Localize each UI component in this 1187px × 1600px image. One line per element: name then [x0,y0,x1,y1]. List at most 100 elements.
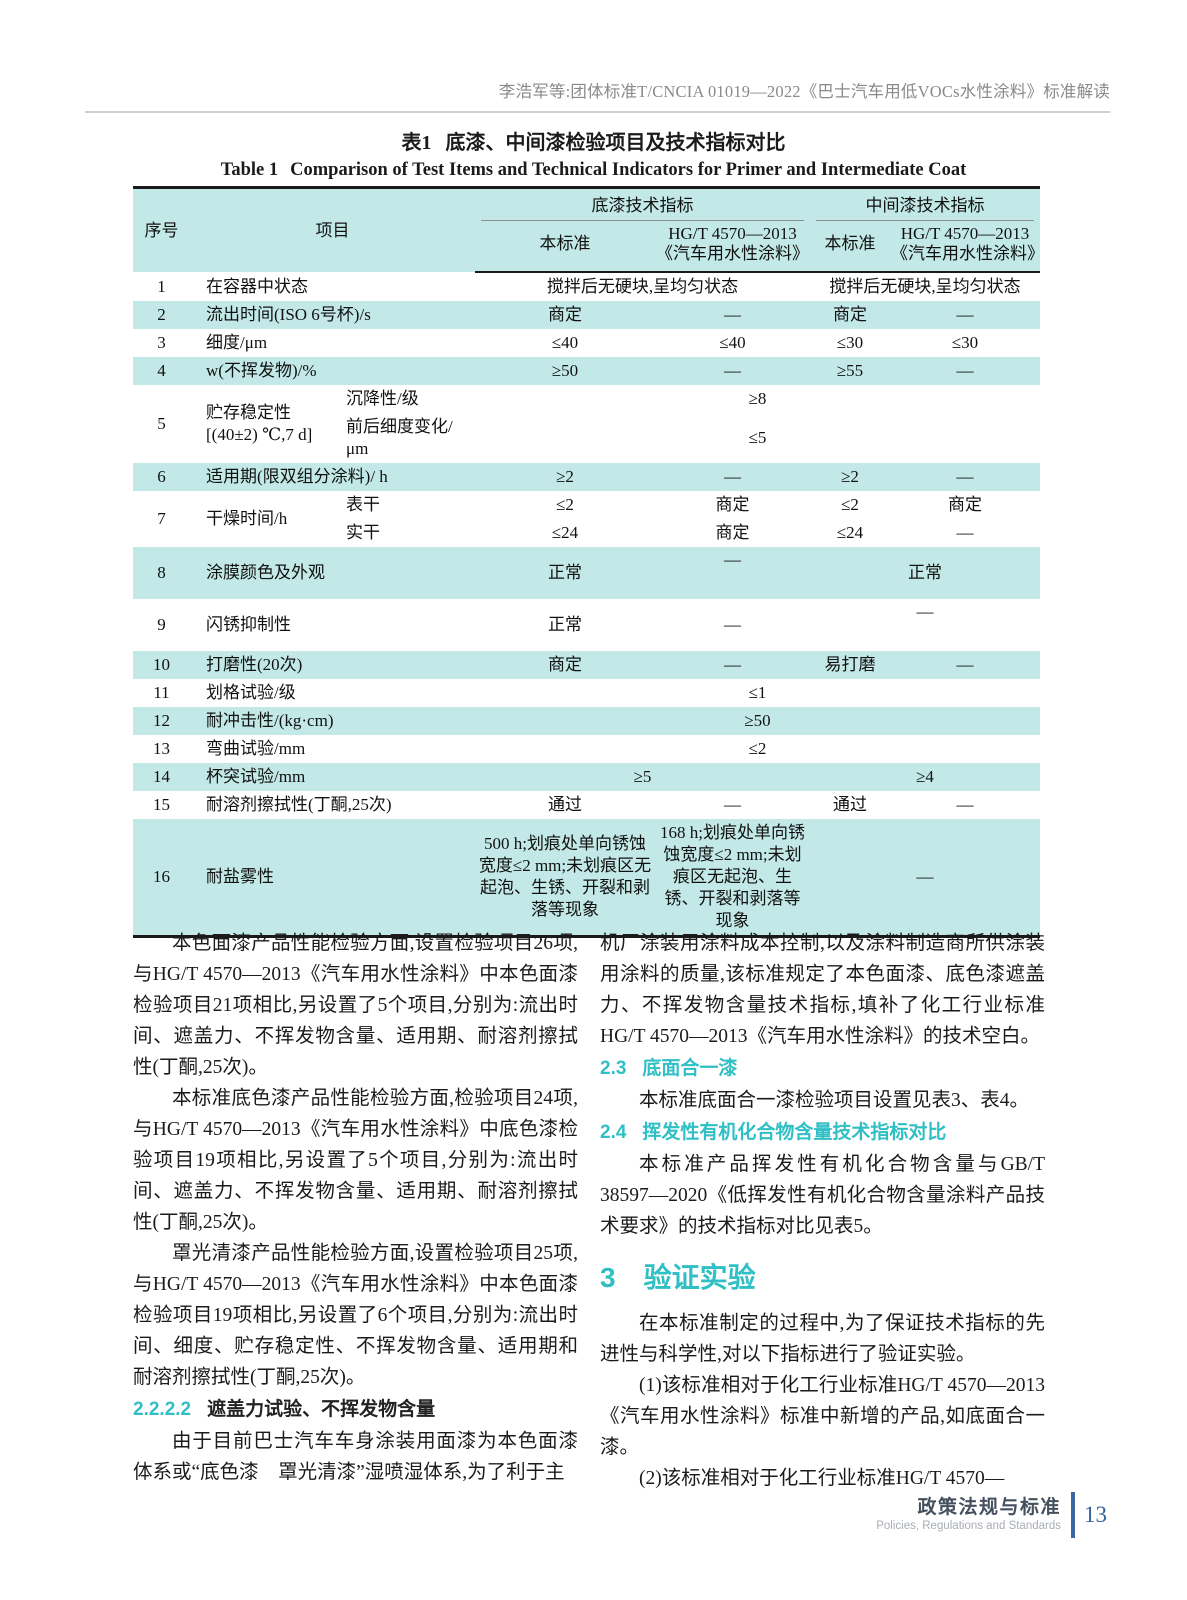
table-row: 3 细度/μm ≤40 ≤40 ≤30 ≤30 [133,329,1040,357]
table-cell: — [724,795,741,814]
comparison-table-wrap: 序号 项目 底漆技术指标 中间漆技术指标 本标准 HG/T 4570—2013《… [133,186,1044,938]
table-cell: ≤40 [551,333,579,352]
table-cell: 14 [153,767,170,786]
table-cell: 3 [157,333,166,352]
footer-section-labels: 政策法规与标准 Policies, Regulations and Standa… [876,1497,1061,1534]
table-cell: 15 [153,795,170,814]
col-header-this-standard-intermediate: 本标准 [810,221,890,273]
section-number: 2.3 [600,1058,627,1079]
table-body: 1 在容器中状态 搅拌后无硬块,呈均匀状态 搅拌后无硬块,呈均匀状态 2 流出时间(ISO… [133,272,1040,937]
table-cell: ≥2 [556,467,574,486]
table-row: 2 流出时间(ISO 6号杯)/s 商定 — 商定 — [133,301,1040,329]
table-cell: 耐溶剂擦拭性(丁酮,25次) [206,795,392,814]
table-cell: ≤40 [719,333,746,352]
table-cell: 商定 [548,305,582,324]
table-cell: — [724,615,741,634]
table-cell: 在容器中状态 [206,276,308,296]
table-cell: 涂膜颜色及外观 [206,563,325,582]
footer-divider-bar [1071,1492,1075,1538]
paragraph: 本标准底面合一漆检验项目设置见表3、表4。 [639,1090,1030,1111]
table-cell: 2 [157,305,166,324]
table-cell: — [956,467,974,486]
table-cell: — [916,602,934,621]
paragraph: 机厂涂装用涂料成本控制,以及涂料制造商所供涂装用涂料的质量,该标准规定了本色面漆… [600,933,1045,1047]
table-cell: — [956,305,974,324]
table-cell: 贮存稳定性 [(40±2) ℃,7 d] [206,403,313,444]
running-head: 李浩军等:团体标准T/CNCIA 01019—2022《巴士汽车用低VOCs水性… [85,78,1110,113]
table-row: 12 耐冲击性/(kg·cm) ≥50 [133,707,1040,735]
paragraph: (1)该标准相对于化工行业标准HG/T 4570—2013《汽车用水性涂料》标准… [600,1375,1045,1458]
table-title-en: Table 1 Comparison of Test Items and Tech… [0,157,1187,184]
table-row: 13 弯曲试验/mm ≤2 [133,735,1040,763]
section-title: 挥发性有机化合物含量技术指标对比 [642,1122,947,1143]
table-cell: 前后细度变化/μm [346,417,453,458]
article-column-left: 本色面漆产品性能检验方面,设置检验项目26项,与HG/T 4570—2013《汽… [133,928,578,1494]
table-head: 序号 项目 底漆技术指标 中间漆技术指标 本标准 HG/T 4570—2013《… [133,187,1044,273]
table-cell: ≥50 [551,361,579,380]
table-cell: 表干 [346,495,380,514]
table-cell: ≥8 [748,389,767,408]
table-cell: — [724,361,741,380]
table-cell: 通过 [833,795,867,814]
table-cell: 9 [157,615,166,634]
paragraph: 由于目前巴士汽车车身涂装用面漆为本色面漆体系或“底色漆 罩光清漆”湿喷湿体系,为… [133,1431,578,1483]
section-number: 2.2.2.2 [133,1399,192,1420]
table-cell: ≥50 [744,711,771,730]
table-cell: 闪锈抑制性 [206,615,291,634]
table-cell: 打磨性(20次) [206,655,303,674]
table-cell: 商定 [833,305,867,324]
table-cell: 耐盐雾性 [206,867,274,886]
table-cell: ≥4 [916,767,934,786]
table-row: 8 涂膜颜色及外观 正常 — 正常 [133,547,1040,599]
section-number: 3 [600,1262,616,1293]
table-cell: 正常 [548,563,582,582]
table-cell: 商定 [715,495,750,514]
table-header-row-groups: 序号 项目 底漆技术指标 中间漆技术指标 [133,188,1040,240]
table-title-block: 表1 底漆、中间漆检验项目及技术指标对比 Table 1 Comparison of… [0,130,1187,184]
table-row: 10 打磨性(20次) 商定 — 易打磨 — [133,651,1040,679]
table-cell: 易打磨 [824,655,876,674]
table-number-zh: 表1 [401,132,432,154]
table-cell: ≥5 [633,767,652,786]
table-cell: 1 [157,276,166,296]
table-row: 15 耐溶剂擦拭性(丁酮,25次) 通过 — 通过 — [133,791,1040,819]
table-cell: 11 [153,683,170,702]
section-heading: 2.4 挥发性有机化合物含量技术指标对比 [600,1117,1045,1148]
table-cell: ≥55 [836,361,864,380]
table-title-zh-text: 底漆、中间漆检验项目及技术指标对比 [445,132,786,154]
table-cell: — [724,467,741,486]
table-title-zh: 表1 底漆、中间漆检验项目及技术指标对比 [0,130,1187,157]
paragraph: 在本标准制定的过程中,为了保证技术指标的先进性与科学性,对以下指标进行了验证实验… [600,1313,1045,1365]
table-row: 7 干燥时间/h 表干 ≤2 商定 ≤2 商定 [133,491,1040,528]
table-cell: — [916,867,934,886]
table-cell: ≤2 [556,495,574,514]
comparison-table: 序号 项目 底漆技术指标 中间漆技术指标 本标准 HG/T 4570—2013《… [133,186,1044,938]
col-group-intermediate: 中间漆技术指标 [810,188,1040,222]
table-cell: 4 [157,361,166,380]
article-column-right: 机厂涂装用涂料成本控制,以及涂料制造商所供涂装用涂料的质量,该标准规定了本色面漆… [600,928,1045,1494]
section-heading: 3 验证实验 [600,1259,1045,1297]
table-cell: 流出时间(ISO 6号杯)/s [206,305,371,324]
table-header-row-standards: 本标准 HG/T 4570—2013《汽车用水性涂料》 本标准 HG/T 457… [133,221,1044,273]
table-cell: 12 [153,711,170,730]
table-cell: 细度/μm [206,333,268,352]
table-cell: 10 [153,655,170,674]
table-cell: ≤2 [841,495,859,514]
article-body: 本色面漆产品性能检验方面,设置检验项目26项,与HG/T 4570—2013《汽… [133,928,1045,1494]
table-row: 1 在容器中状态 搅拌后无硬块,呈均匀状态 搅拌后无硬块,呈均匀状态 [133,272,1040,301]
table-cell: ≤24 [551,523,579,542]
table-row: 4 w(不挥发物)/% ≥50 — ≥55 — [133,357,1040,385]
table-cell: 杯突试验/mm [206,767,306,786]
table-cell: ≤30 [951,333,979,352]
col-group-primer: 底漆技术指标 [475,188,810,222]
col-header-no: 序号 [144,220,179,240]
section-heading: 2.2.2.2 遮盖力试验、不挥发物含量 [133,1394,578,1425]
table-cell: ≥2 [841,467,859,486]
table-row: 前后细度变化/μm ≤5 [133,413,1040,463]
table-cell: 正常 [548,615,582,634]
paragraph: (2)该标准相对于化工行业标准HG/T 4570— [639,1468,1005,1489]
table-row: 实干 ≤24 商定 ≤24 — [133,519,1040,547]
table-cell: 商定 [548,655,582,674]
table-row: 16 耐盐雾性 500 h;划痕处单向锈蚀宽度≤2 mm;未划痕区无起泡、生锈、开裂… [133,819,1040,937]
